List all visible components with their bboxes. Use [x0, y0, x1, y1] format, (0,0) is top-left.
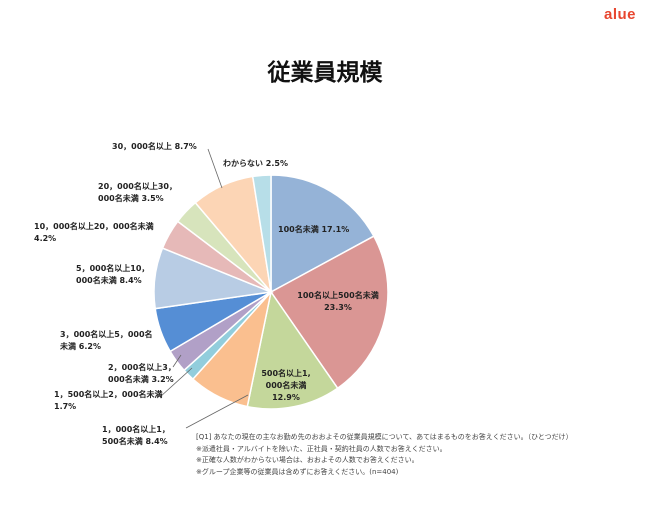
leader-line: [172, 354, 182, 368]
leader-line: [185, 394, 249, 429]
pie-slice: [269, 235, 389, 390]
leader-line: [207, 148, 223, 189]
pie-slice: [270, 174, 375, 294]
slice-label: 500名以上1, 000名未満 12.9%: [261, 368, 310, 402]
note-3: ※グループ企業等の従業員は含めずにお答えください。(n=404): [196, 467, 399, 476]
note-question: [Q1] あなたの現在の主なお勤め先のおおよその従業員規模について、あてはまるも…: [196, 433, 573, 441]
slice-label: 100名未満 17.1%: [278, 224, 349, 234]
survey-notes: [Q1] あなたの現在の主なお勤め先のおおよその従業員規模について、あてはまるも…: [196, 432, 573, 478]
note-2: ※正確な人数がわからない場合は、おおよその人数でお答えください。: [196, 456, 419, 464]
slice-label: 100名以上500名未満 23.3%: [297, 290, 378, 312]
slice-label: 20，000名以上30， 000名未満 3.5%: [98, 181, 177, 203]
slice-label: 3，000名以上5，000名未満 6.2%: [59, 329, 153, 351]
slice-label: 30，000名以上 8.7%: [112, 141, 197, 151]
brand-logo: alue: [603, 6, 636, 23]
chart-title: 従業員規模: [267, 60, 383, 86]
pie-slice: [246, 290, 339, 410]
slice-label: 1，000名以上1， 500名未満 8.4%: [102, 424, 170, 446]
leader-line: [159, 367, 193, 398]
note-1: ※派遣社員・アルバイトを除いた、正社員・契約社員の人数でお答えください。: [196, 444, 447, 453]
slice-label: 10，000名以上20，000名未満 4.2%: [34, 221, 154, 243]
slice-label: 1，500名以上2，000名未満 1.7%: [54, 389, 163, 411]
slice-label: 2，000名以上3， 000名未満 3.2%: [108, 362, 176, 384]
pie-slice: [251, 174, 272, 293]
slice-label: 5，000名以上10， 000名未満 8.4%: [76, 263, 149, 285]
slice-label: わからない 2.5%: [223, 159, 288, 168]
